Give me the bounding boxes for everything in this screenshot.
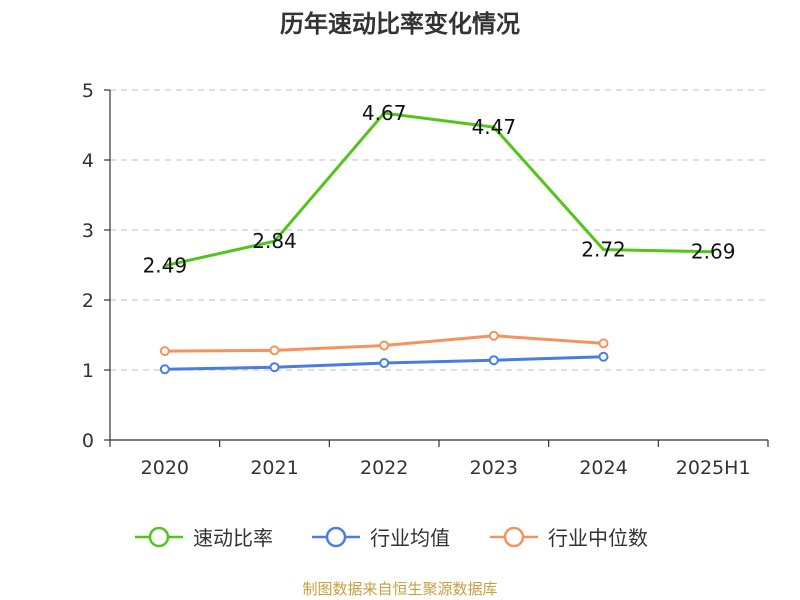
data-point — [488, 330, 499, 341]
data-point — [379, 340, 390, 351]
data-label: 2.49 — [143, 254, 188, 278]
legend-label: 行业中位数 — [548, 526, 648, 550]
data-label: 2.69 — [691, 240, 736, 264]
x-tick-label: 2023 — [470, 457, 518, 479]
data-label: 4.67 — [362, 101, 407, 125]
series-line-0 — [164, 111, 714, 268]
series-lines — [159, 111, 714, 375]
data-point — [159, 346, 170, 357]
chart-title: 历年速动比率变化情况 — [280, 10, 520, 38]
data-label: 4.47 — [472, 115, 517, 139]
legend-marker-icon — [503, 526, 525, 548]
x-tick-label: 2022 — [360, 457, 408, 479]
legend-label: 速动比率 — [193, 526, 273, 550]
x-tick-label: 2021 — [250, 457, 298, 479]
data-point — [159, 364, 170, 375]
x-tick-label: 2025H1 — [676, 457, 751, 479]
data-point — [269, 345, 280, 356]
data-label: 2.72 — [581, 238, 626, 262]
source-footer: 制图数据来自恒生聚源数据库 — [302, 580, 498, 598]
grid-lines — [110, 89, 768, 371]
legend: 速动比率 行业均值 行业中位数 — [135, 526, 648, 550]
y-tick-label: 0 — [82, 430, 94, 452]
y-tick-label: 5 — [82, 80, 94, 102]
data-point — [379, 358, 390, 368]
y-tick-label: 2 — [82, 290, 94, 312]
y-tick-label: 1 — [82, 360, 94, 382]
y-tick-label: 3 — [82, 220, 94, 242]
legend-marker-icon — [148, 526, 170, 548]
x-tick-label: 2024 — [579, 457, 627, 479]
data-point — [269, 362, 280, 373]
data-label: 2.84 — [252, 229, 297, 253]
data-point — [598, 351, 609, 362]
data-labels: 2.49 2.84 4.67 4.47 2.72 2.69 — [143, 101, 736, 278]
legend-label: 行业均值 — [370, 526, 450, 550]
data-point — [488, 355, 499, 366]
x-tick-label: 2020 — [141, 457, 189, 479]
legend-marker-icon — [325, 526, 347, 548]
y-tick-label: 4 — [82, 150, 94, 172]
axes: 0 1 2 3 4 5 2020 2021 2022 2023 2024 2025H1 — [82, 80, 769, 479]
data-point — [598, 338, 609, 349]
